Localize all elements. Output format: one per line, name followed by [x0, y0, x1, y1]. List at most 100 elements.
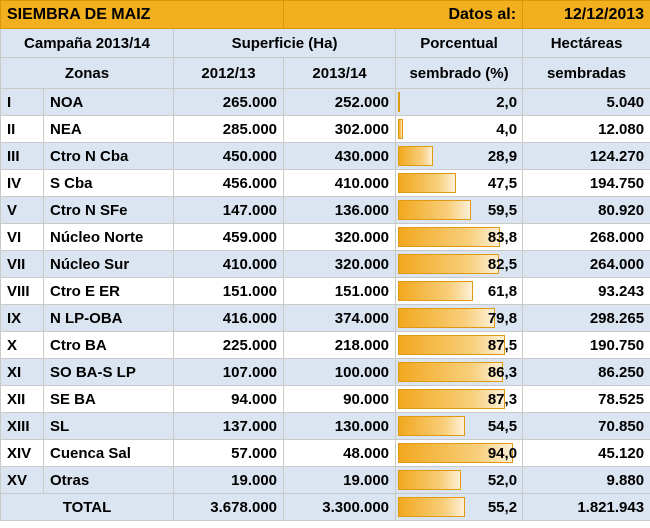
percent-cell: 4,0: [395, 115, 524, 143]
zone-name: Cuenca Sal: [43, 439, 174, 467]
area-2013: 48.000: [283, 439, 397, 467]
percent-bar: [398, 146, 434, 166]
percent-value: 94,0: [487, 444, 518, 462]
percent-bar: [398, 389, 505, 409]
percent-cell: 2,0: [395, 88, 524, 116]
percent-bar: [398, 443, 513, 463]
area-2013: 130.000: [283, 412, 397, 440]
percent-bar: [398, 119, 403, 139]
campaign-header: Campaña 2013/14: [0, 28, 174, 58]
percent-value: 86,3: [487, 363, 518, 381]
total-percent-cell: 55,2: [395, 493, 524, 521]
table-row: VIII Ctro E ER 151.000 151.000 61,8 93.243: [0, 277, 650, 305]
total-area-2012: 3.678.000: [172, 493, 285, 521]
percent-cell: 52,0: [395, 466, 524, 494]
zone-numeral: XII: [0, 385, 44, 413]
percent-value: 28,9: [487, 147, 518, 165]
percent-value: 2,0: [496, 93, 518, 111]
date-label: Datos al:: [283, 0, 524, 29]
percent-bar: [398, 470, 462, 490]
total-row: TOTAL 3.678.000 3.300.000 55,2 1.821.943: [0, 493, 650, 521]
area-2012: 410.000: [172, 250, 285, 278]
zone-numeral: I: [0, 88, 44, 116]
header-row-1: Campaña 2013/14 Superficie (Ha) Porcentu…: [0, 28, 650, 58]
table-row: II NEA 285.000 302.000 4,0 12.080: [0, 115, 650, 143]
zone-numeral: II: [0, 115, 44, 143]
hectares-sown: 93.243: [522, 277, 650, 305]
zone-numeral: VIII: [0, 277, 44, 305]
table-row: IX N LP-OBA 416.000 374.000 79,8 298.265: [0, 304, 650, 332]
table-row: III Ctro N Cba 450.000 430.000 28,9 124.270: [0, 142, 650, 170]
zone-numeral: XIV: [0, 439, 44, 467]
table-row: I NOA 265.000 252.000 2,0 5.040: [0, 88, 650, 116]
area-2012: 416.000: [172, 304, 285, 332]
hectares-sown: 190.750: [522, 331, 650, 359]
percent-bar: [398, 362, 504, 382]
title-row: SIEMBRA DE MAIZ Datos al: 12/12/2013: [0, 0, 650, 29]
area-2013: 320.000: [283, 250, 397, 278]
area-2013: 151.000: [283, 277, 397, 305]
hectares-sown: 80.920: [522, 196, 650, 224]
table-row: XI SO BA-S LP 107.000 100.000 86,3 86.250: [0, 358, 650, 386]
table-title: SIEMBRA DE MAIZ: [0, 0, 285, 29]
zone-name: NOA: [43, 88, 174, 116]
area-2013: 320.000: [283, 223, 397, 251]
zone-numeral: IV: [0, 169, 44, 197]
area-2013: 302.000: [283, 115, 397, 143]
year-b-header: 2013/14: [283, 57, 397, 89]
percent-cell: 28,9: [395, 142, 524, 170]
area-2013: 252.000: [283, 88, 397, 116]
percent-cell: 79,8: [395, 304, 524, 332]
percent-value: 54,5: [487, 417, 518, 435]
percent-value: 82,5: [487, 255, 518, 273]
hectares-sown: 268.000: [522, 223, 650, 251]
zone-name: Ctro N SFe: [43, 196, 174, 224]
zone-name: Núcleo Norte: [43, 223, 174, 251]
zones-header: Zonas: [0, 57, 174, 89]
hectares-sown: 194.750: [522, 169, 650, 197]
percent-cell: 47,5: [395, 169, 524, 197]
zone-numeral: X: [0, 331, 44, 359]
percent-cell: 54,5: [395, 412, 524, 440]
area-2012: 285.000: [172, 115, 285, 143]
percent-value: 59,5: [487, 201, 518, 219]
area-2013: 218.000: [283, 331, 397, 359]
percent-cell: 86,3: [395, 358, 524, 386]
percent-value: 87,5: [487, 336, 518, 354]
percent-bar: [398, 92, 401, 112]
percent-value: 4,0: [496, 120, 518, 138]
hectares-sown: 124.270: [522, 142, 650, 170]
area-2013: 100.000: [283, 358, 397, 386]
hectares-header-line2: sembradas: [522, 57, 650, 89]
table-row: XIII SL 137.000 130.000 54,5 70.850: [0, 412, 650, 440]
area-2013: 374.000: [283, 304, 397, 332]
area-2012: 19.000: [172, 466, 285, 494]
percent-bar: [398, 335, 505, 355]
table-row: XIV Cuenca Sal 57.000 48.000 94,0 45.120: [0, 439, 650, 467]
area-2013: 410.000: [283, 169, 397, 197]
percent-cell: 82,5: [395, 250, 524, 278]
zone-name: N LP-OBA: [43, 304, 174, 332]
area-2012: 147.000: [172, 196, 285, 224]
area-2012: 94.000: [172, 385, 285, 413]
hectares-sown: 298.265: [522, 304, 650, 332]
surface-header: Superficie (Ha): [172, 28, 397, 58]
hectares-sown: 5.040: [522, 88, 650, 116]
area-2012: 151.000: [172, 277, 285, 305]
header-row-2: Zonas 2012/13 2013/14 sembrado (%) sembr…: [0, 57, 650, 89]
zone-numeral: VII: [0, 250, 44, 278]
area-2012: 225.000: [172, 331, 285, 359]
zone-name: NEA: [43, 115, 174, 143]
total-hectares: 1.821.943: [522, 493, 650, 521]
zone-rows: I NOA 265.000 252.000 2,0 5.040 II NEA 285.000 30…: [0, 88, 650, 494]
date-value: 12/12/2013: [522, 0, 650, 29]
table-row: XV Otras 19.000 19.000 52,0 9.880: [0, 466, 650, 494]
hectares-sown: 70.850: [522, 412, 650, 440]
percent-cell: 87,5: [395, 331, 524, 359]
zone-numeral: VI: [0, 223, 44, 251]
table-row: VII Núcleo Sur 410.000 320.000 82,5 264.000: [0, 250, 650, 278]
hectares-sown: 45.120: [522, 439, 650, 467]
area-2012: 107.000: [172, 358, 285, 386]
